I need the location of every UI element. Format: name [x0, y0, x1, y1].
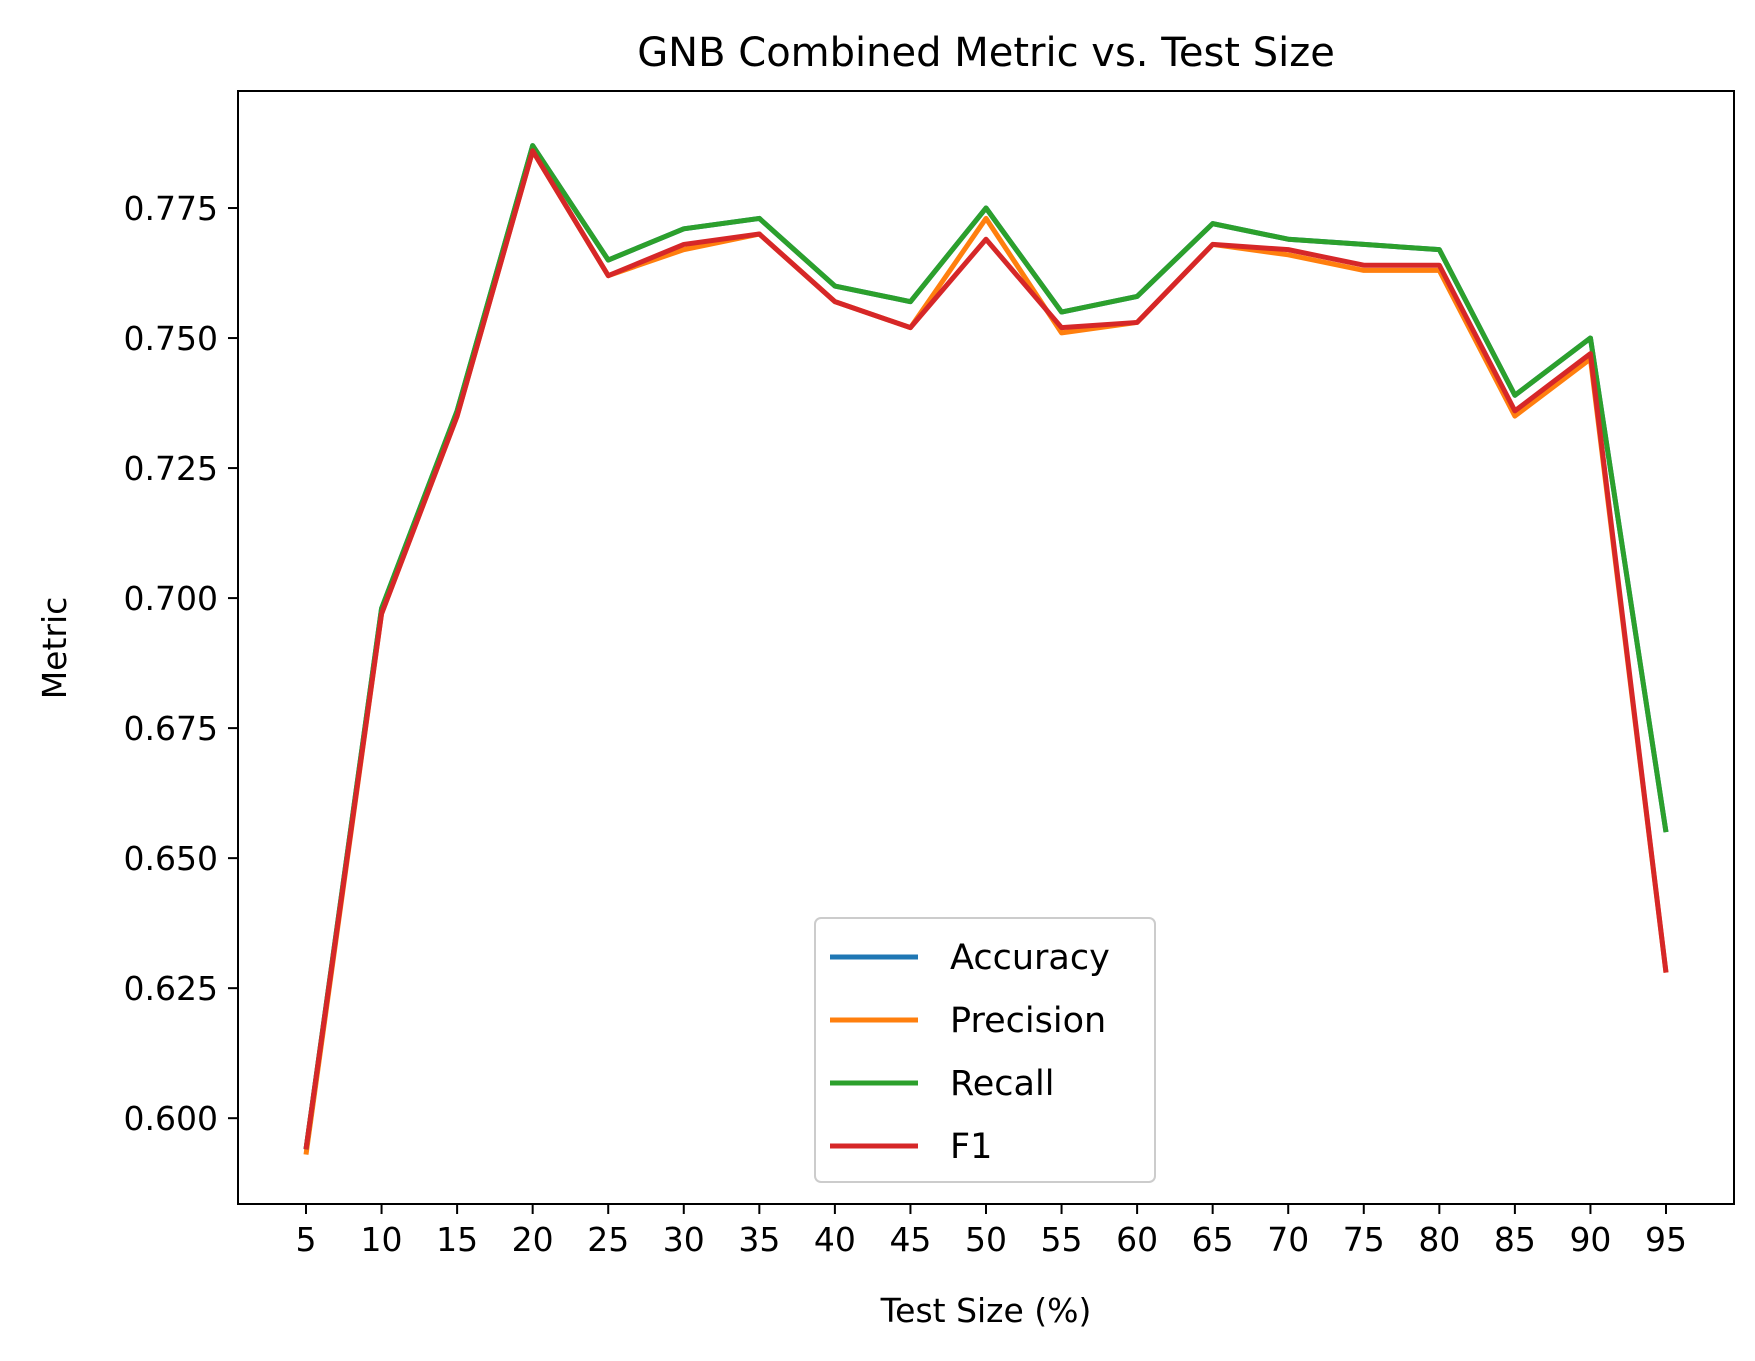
y-tick-label: 0.750 [124, 319, 218, 358]
legend-box [814, 917, 1156, 1183]
x-tick-label: 65 [1192, 1220, 1234, 1259]
x-axis-ticks: 5 10 15 20 25 30 35 40 45 50 55 60 65 70 75 80 85 90 95 [296, 1204, 1687, 1259]
x-tick-label: 15 [436, 1220, 478, 1259]
x-tick-label: 35 [738, 1220, 780, 1259]
chart-title: GNB Combined Metric vs. Test Size [637, 30, 1335, 76]
y-axis-ticks: 0.600 0.625 0.650 0.675 0.700 0.725 0.750 0.775 [124, 189, 238, 1138]
x-tick-label: 60 [1116, 1220, 1158, 1259]
x-tick-label: 40 [814, 1220, 856, 1259]
y-tick-label: 0.650 [124, 839, 218, 878]
x-tick-label: 90 [1569, 1220, 1611, 1259]
x-tick-label: 80 [1418, 1220, 1460, 1259]
x-tick-label: 55 [1041, 1220, 1083, 1259]
legend-label-recall: Recall [950, 1064, 1054, 1104]
y-tick-label: 0.625 [124, 969, 218, 1008]
x-tick-label: 25 [587, 1220, 629, 1259]
legend: Accuracy Precision Recall F1 [814, 917, 1156, 1183]
x-tick-label: 50 [965, 1220, 1007, 1259]
y-tick-label: 0.700 [124, 579, 218, 618]
series-line-recall [303, 143, 1669, 1150]
legend-label-f1: F1 [950, 1127, 992, 1167]
y-tick-label: 0.600 [124, 1099, 218, 1138]
legend-label-precision: Precision [950, 1001, 1106, 1041]
x-axis-label: Test Size (%) [880, 1291, 1092, 1330]
series-lines [303, 143, 1669, 1155]
x-tick-label: 95 [1645, 1220, 1687, 1259]
y-tick-label: 0.675 [124, 709, 218, 748]
x-tick-label: 45 [889, 1220, 931, 1259]
x-tick-label: 70 [1267, 1220, 1309, 1259]
y-tick-label: 0.775 [124, 189, 218, 228]
series-line-f1 [303, 148, 1669, 1150]
x-tick-label: 75 [1343, 1220, 1385, 1259]
y-tick-label: 0.725 [124, 449, 218, 488]
x-tick-label: 30 [663, 1220, 705, 1259]
x-tick-label: 85 [1494, 1220, 1536, 1259]
legend-label-accuracy: Accuracy [950, 938, 1110, 978]
y-axis-label: Metric [35, 597, 74, 700]
x-tick-label: 20 [512, 1220, 554, 1259]
x-tick-label: 5 [296, 1220, 317, 1259]
x-tick-label: 10 [361, 1220, 403, 1259]
